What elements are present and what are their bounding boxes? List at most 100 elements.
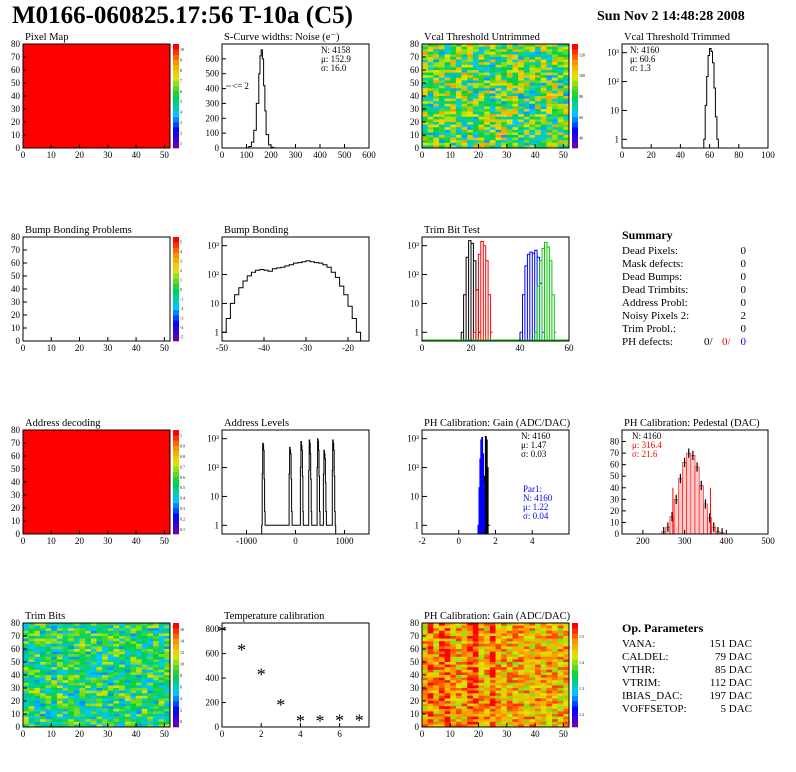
heatmap-cell <box>540 103 547 107</box>
heatmap-cell <box>495 656 502 660</box>
palette-tick-label: 5 <box>180 240 182 245</box>
op-params-title: Op. Parameters <box>622 621 704 635</box>
heatmap-cell <box>79 714 86 717</box>
heatmap-cell <box>455 46 462 50</box>
heatmap-cell <box>478 57 485 60</box>
heatmap-cell <box>518 90 525 94</box>
heatmap-cell <box>540 667 547 671</box>
heatmap-cell <box>164 714 171 717</box>
heatmap-cell <box>546 129 553 133</box>
plot-frame <box>621 43 769 149</box>
heatmap-cell <box>39 708 46 712</box>
heatmap-cell <box>529 672 536 676</box>
heatmap-cell <box>512 119 519 123</box>
palette-segment <box>173 435 179 441</box>
heatmap-cell <box>461 70 468 73</box>
heatmap-cell <box>141 690 148 694</box>
y-tick-label: 70 <box>11 245 21 255</box>
heatmap-cell <box>563 88 570 92</box>
heatmap-cell <box>489 101 496 105</box>
heatmap-cell <box>68 685 75 689</box>
heatmap-cell <box>501 659 508 663</box>
y-tick-label: 30 <box>410 683 420 693</box>
heatmap-cell <box>506 140 513 144</box>
heatmap-cell <box>438 690 445 694</box>
heatmap-cell <box>51 664 58 668</box>
heatmap-cell <box>484 101 491 105</box>
heatmap-cell <box>73 714 80 717</box>
heatmap-cell <box>113 675 120 678</box>
heatmap-cell <box>433 656 440 660</box>
heatmap-cell <box>427 623 434 626</box>
heatmap-cell <box>563 672 570 676</box>
heatmap-cell <box>450 630 457 634</box>
heatmap-cell <box>512 83 519 86</box>
heatmap-cell <box>546 116 553 120</box>
heatmap-cell <box>472 625 479 629</box>
heatmap-cell <box>73 721 80 725</box>
x-tick-label: 20 <box>474 150 484 160</box>
heatmap-cell <box>529 90 536 94</box>
heatmap-cell <box>489 46 496 50</box>
heatmap-cell <box>529 643 536 647</box>
heatmap-cell <box>124 690 131 694</box>
heatmap-cell <box>422 129 428 133</box>
palette-tick-label: 4 <box>180 696 182 701</box>
heatmap-cell <box>467 140 474 144</box>
heatmap-cell <box>489 628 496 632</box>
heatmap-cell <box>23 641 29 645</box>
heatmap-cell <box>153 724 159 728</box>
heatmap-cell <box>501 129 508 133</box>
palette-segment <box>173 430 179 436</box>
heatmap-cell <box>478 142 485 146</box>
heatmap-cell <box>62 641 69 645</box>
heatmap-cell <box>495 703 502 707</box>
heatmap-cell <box>552 664 558 668</box>
op-params-value: 197 DAC <box>709 690 752 702</box>
heatmap-cell <box>557 44 564 47</box>
heatmap-cell <box>501 664 508 668</box>
heatmap-cell <box>563 129 570 133</box>
heatmap-cell <box>153 677 159 681</box>
heatmap-cell <box>119 649 126 652</box>
heatmap-cell <box>535 129 542 133</box>
heatmap-cell <box>164 659 171 663</box>
heatmap-cell <box>455 714 462 717</box>
heatmap-cell <box>141 630 148 634</box>
heatmap-cell <box>546 638 553 642</box>
heatmap-cell <box>141 643 148 647</box>
heatmap-cell <box>472 49 479 53</box>
heatmap-cell <box>529 688 536 691</box>
heatmap-cell <box>147 701 154 704</box>
heatmap-cell <box>62 708 69 712</box>
heatmap-cell <box>540 698 547 702</box>
heatmap-cell <box>102 706 109 710</box>
heatmap-cell <box>478 124 485 128</box>
heatmap-cell <box>455 122 462 125</box>
heatmap-cell <box>512 680 519 684</box>
heatmap-cell <box>472 103 479 107</box>
heatmap-cell <box>484 628 491 632</box>
heatmap-cell <box>28 672 35 676</box>
heatmap-cell <box>506 142 513 146</box>
heatmap-cell <box>51 693 58 697</box>
heatmap-cell <box>557 682 564 686</box>
heatmap-cell <box>529 77 536 81</box>
heatmap-cell <box>62 682 69 686</box>
heatmap-cell <box>478 116 485 120</box>
heatmap-cell <box>501 706 508 710</box>
heatmap-cell <box>557 625 564 629</box>
heatmap-cell <box>546 54 553 58</box>
x-tick-label: 300 <box>289 150 303 160</box>
heatmap-cell <box>68 641 75 645</box>
heatmap-cell <box>444 54 451 58</box>
heatmap-cell <box>518 96 525 99</box>
heatmap-cell <box>461 75 468 79</box>
heatmap-cell <box>433 103 440 107</box>
heatmap-cell <box>433 659 440 663</box>
palette-segment <box>572 664 578 671</box>
heatmap-cell <box>546 662 553 665</box>
heatmap-cell <box>130 724 137 728</box>
heatmap-cell <box>23 724 29 728</box>
heatmap-cell <box>535 145 542 149</box>
